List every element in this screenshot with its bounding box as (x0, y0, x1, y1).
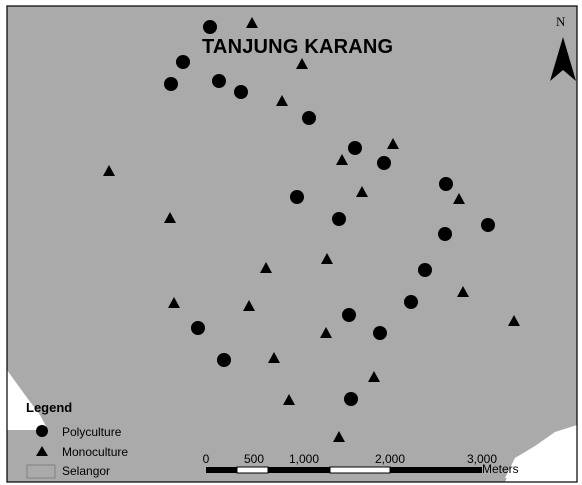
polyculture-point[interactable] (290, 190, 304, 204)
scale-unit: Meters (482, 462, 519, 476)
scale-tick-500: 500 (243, 452, 265, 466)
monoculture-point[interactable] (387, 138, 399, 149)
polyculture-point[interactable] (234, 85, 248, 99)
monoculture-point[interactable] (321, 253, 333, 264)
monoculture-point[interactable] (283, 394, 295, 405)
polyculture-point[interactable] (438, 227, 452, 241)
legend-symbols (26, 425, 56, 479)
polyculture-point[interactable] (212, 74, 226, 88)
polyculture-point[interactable] (439, 177, 453, 191)
scale-bar (206, 466, 482, 474)
polyculture-point[interactable] (164, 77, 178, 91)
scale-tick-0: 0 (202, 452, 210, 466)
map-border (6, 5, 578, 483)
monoculture-point[interactable] (246, 17, 258, 28)
legend-label-monoculture: Monoculture (62, 445, 129, 459)
legend-label-polyculture: Polyculture (62, 425, 122, 439)
land-area (7, 6, 577, 482)
monoculture-point[interactable] (268, 352, 280, 363)
monoculture-point[interactable] (356, 186, 368, 197)
scale-tick-2000: 2,000 (374, 452, 406, 466)
scale-tick-1000: 1,000 (288, 452, 320, 466)
polyculture-point[interactable] (344, 392, 358, 406)
monoculture-point[interactable] (276, 95, 288, 106)
monoculture-point[interactable] (336, 154, 348, 165)
monoculture-point[interactable] (296, 58, 308, 69)
monoculture-point[interactable] (320, 327, 332, 338)
monoculture-point[interactable] (243, 300, 255, 311)
polyculture-point[interactable] (332, 212, 346, 226)
polyculture-point[interactable] (373, 326, 387, 340)
legend-label-selangor: Selangor (62, 464, 111, 478)
filled-circle-icon (36, 425, 48, 437)
polyculture-point[interactable] (342, 308, 356, 322)
monoculture-point[interactable] (333, 431, 345, 442)
monoculture-point[interactable] (168, 297, 180, 308)
monoculture-point[interactable] (260, 262, 272, 273)
legend-title: Legend (26, 400, 73, 415)
monoculture-point[interactable] (453, 193, 465, 204)
sea-bottom-right (505, 425, 577, 478)
sea-bottom-left (7, 370, 48, 430)
monoculture-point[interactable] (368, 371, 380, 382)
filled-triangle-icon (36, 446, 48, 456)
north-label: N (556, 14, 566, 29)
polyculture-point[interactable] (418, 263, 432, 277)
polyculture-point[interactable] (348, 141, 362, 155)
polyculture-point[interactable] (176, 55, 190, 69)
monoculture-point[interactable] (164, 212, 176, 223)
monoculture-point[interactable] (457, 286, 469, 297)
polyculture-point[interactable] (203, 20, 217, 34)
polyculture-point[interactable] (217, 353, 231, 367)
polyculture-point[interactable] (191, 321, 205, 335)
monoculture-points (103, 17, 520, 442)
scale-tick-3000: 3,000 (466, 452, 498, 466)
map-title: TANJUNG KARANG (202, 36, 394, 58)
polyculture-point[interactable] (404, 295, 418, 309)
north-arrow (550, 37, 576, 81)
polyculture-point[interactable] (481, 218, 495, 232)
gray-rectangle-icon (26, 464, 56, 479)
monoculture-point[interactable] (508, 315, 520, 326)
monoculture-point[interactable] (103, 165, 115, 176)
polyculture-point[interactable] (302, 111, 316, 125)
polyculture-points (164, 20, 495, 406)
polyculture-point[interactable] (377, 156, 391, 170)
